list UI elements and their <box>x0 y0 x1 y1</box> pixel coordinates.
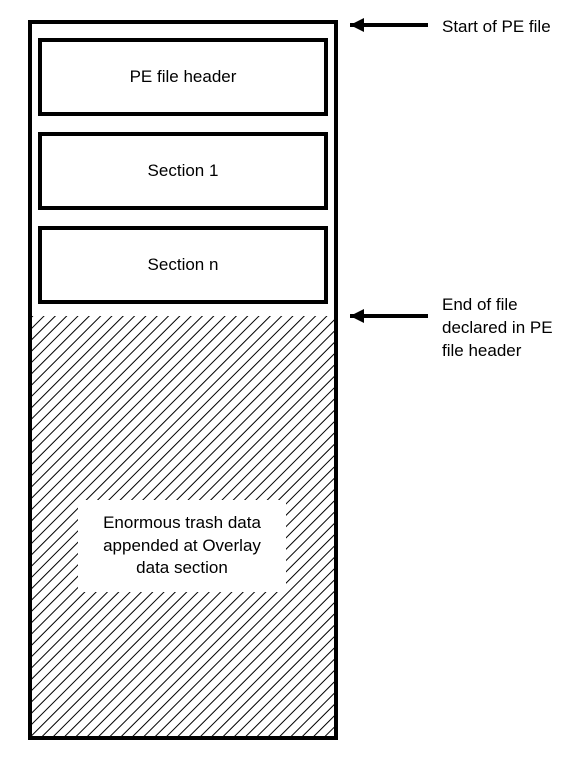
pe-file-header-label: PE file header <box>130 66 237 88</box>
annotation-start-text: Start of PE file <box>442 16 551 39</box>
arrow-end <box>330 296 448 336</box>
section-1-label: Section 1 <box>148 160 219 182</box>
arrow-start <box>330 5 448 45</box>
section-1-box: Section 1 <box>38 132 328 210</box>
overlay-label-text: Enormous trash data appended at Overlay … <box>86 512 278 581</box>
pe-file-header-section: PE file header <box>38 38 328 116</box>
section-n-box: Section n <box>38 226 328 304</box>
section-n-label: Section n <box>148 254 219 276</box>
annotation-end-text: End of file declared in PE file header <box>442 294 562 363</box>
overlay-label-box: Enormous trash data appended at Overlay … <box>78 500 286 592</box>
